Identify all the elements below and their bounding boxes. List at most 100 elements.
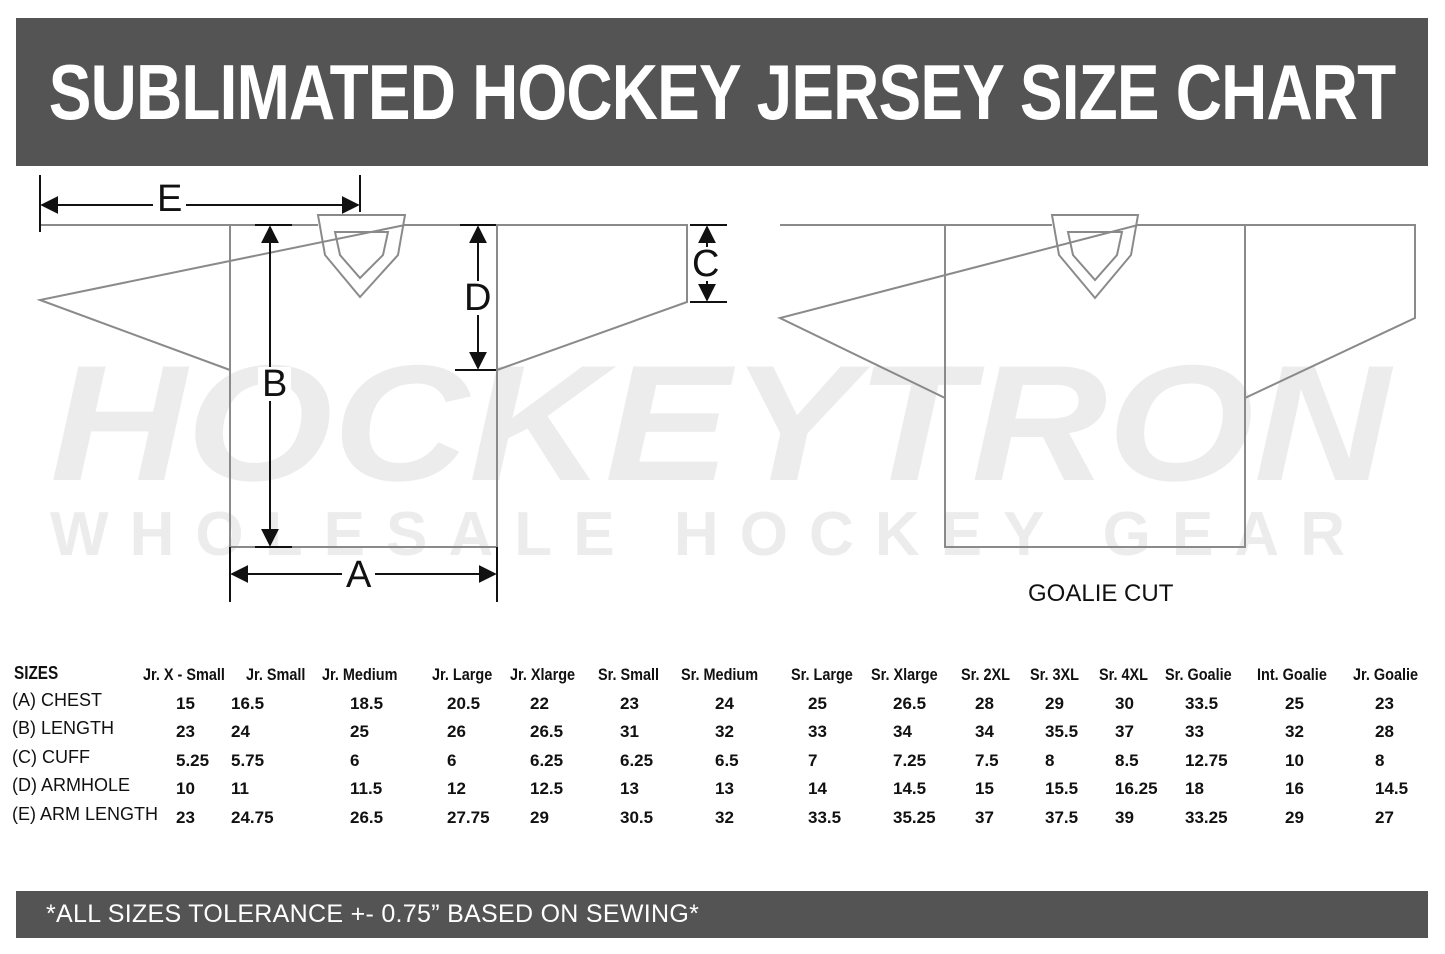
table-cell: 29 [530,808,549,827]
table-cell: 33 [808,722,827,741]
row-label: (D) ARMHOLE [12,775,131,795]
table-cell: 16.5 [231,694,265,713]
row-label: (E) ARM LENGTH [12,804,159,824]
table-cell: 35.25 [893,808,936,827]
dimension-label-a: A [342,556,376,594]
table-cell: 20.5 [447,694,481,713]
table-cell: 27 [1375,808,1394,827]
table-cell: 10 [1285,751,1304,770]
table-cell: 28 [975,694,994,713]
table-cell: 32 [715,808,734,827]
column-header: Jr. X - Small [143,665,225,684]
table-cell: 33.5 [808,808,842,827]
column-header: Jr. Large [432,665,493,684]
dimension-label-c: C [688,245,724,283]
table-cell: 5.25 [176,751,210,770]
table-cell: 24.75 [231,808,274,827]
table-cell: 12.5 [530,779,564,798]
table-cell: 7 [808,751,818,770]
table-cell: 15 [975,779,994,798]
table-cell: 23 [620,694,639,713]
table-cell: 25 [350,722,369,741]
table-cell: 31 [620,722,639,741]
table-cell: 11.5 [350,779,383,798]
dimension-label-e: E [153,180,187,218]
table-cell: 18 [1185,779,1204,798]
table-cell: 6.25 [620,751,654,770]
table-cell: 26 [447,722,466,741]
table-cell: 23 [1375,694,1394,713]
column-header: Jr. Xlarge [510,665,576,684]
column-header: Sr. 4XL [1099,665,1148,684]
table-cell: 10 [176,779,195,798]
title-bar: SUBLIMATED HOCKEY JERSEY SIZE CHART [16,18,1428,166]
table-cell: 8.5 [1115,751,1139,770]
column-header: Jr. Small [246,665,306,684]
watermark-brand: HOCKEYTRON [50,331,1393,515]
row-label: (A) CHEST [12,690,102,710]
table-cell: 15 [176,694,195,713]
table-cell: 34 [975,722,994,741]
table-cell: 15.5 [1045,779,1079,798]
table-cell: 29 [1285,808,1304,827]
row-label: (B) LENGTH [12,718,115,738]
table-cell: 23 [176,722,195,741]
column-header: Sr. Goalie [1165,665,1232,684]
table-cell: 27.75 [447,808,490,827]
table-cell: 28 [1375,722,1394,741]
table-cell: 39 [1115,808,1134,827]
goalie-jersey-outline [777,214,1416,548]
column-header: Sr. Xlarge [871,665,938,684]
table-cell: 25 [1285,694,1304,713]
table-cell: 29 [1045,694,1064,713]
table-cell: 7.5 [975,751,999,770]
table-cell: 26.5 [350,808,384,827]
table-cell: 24 [715,694,734,713]
column-header: Sr. 3XL [1030,665,1079,684]
table-cell: 18.5 [350,694,384,713]
column-header: Sr. Large [791,665,853,684]
table-cell: 8 [1045,751,1055,770]
table-cell: 33 [1185,722,1204,741]
column-header: Jr. Medium [322,665,398,684]
table-cell: 6.25 [530,751,564,770]
sizes-header: SIZES [14,663,59,683]
table-cell: 30.5 [620,808,654,827]
column-header: Jr. Goalie [1353,665,1419,684]
table-cell: 6 [350,751,360,770]
table-cell: 32 [1285,722,1304,741]
table-cell: 16 [1285,779,1304,798]
table-cell: 14.5 [893,779,927,798]
table-cell: 30 [1115,694,1134,713]
table-cell: 33.5 [1185,694,1219,713]
tolerance-note: *ALL SIZES TOLERANCE +- 0.75” BASED ON S… [46,900,700,928]
table-cell: 13 [620,779,639,798]
table-cell: 13 [715,779,734,798]
column-header: Sr. Medium [681,665,759,684]
column-header: Sr. Small [598,665,660,684]
row-label: (C) CUFF [12,747,90,767]
table-cell: 5.75 [231,751,265,770]
table-cell: 16.25 [1115,779,1158,798]
dimension-label-b: B [258,365,292,403]
table-cell: 7.25 [893,751,927,770]
table-cell: 8 [1375,751,1385,770]
table-cell: 14.5 [1375,779,1409,798]
table-cell: 26.5 [530,722,564,741]
table-cell: 12 [447,779,466,798]
dimension-label-d: D [460,279,496,317]
table-cell: 35.5 [1045,722,1079,741]
table-cell: 25 [808,694,827,713]
goalie-cut-label: GOALIE CUT [1028,580,1174,607]
table-cell: 34 [893,722,912,741]
table-cell: 23 [176,808,195,827]
table-cell: 12.75 [1185,751,1228,770]
column-header: Int. Goalie [1257,665,1327,684]
table-cell: 37.5 [1045,808,1079,827]
table-cell: 24 [231,722,250,741]
table-cell: 11 [231,779,249,798]
table-cell: 26.5 [893,694,927,713]
column-header: Sr. 2XL [961,665,1010,684]
